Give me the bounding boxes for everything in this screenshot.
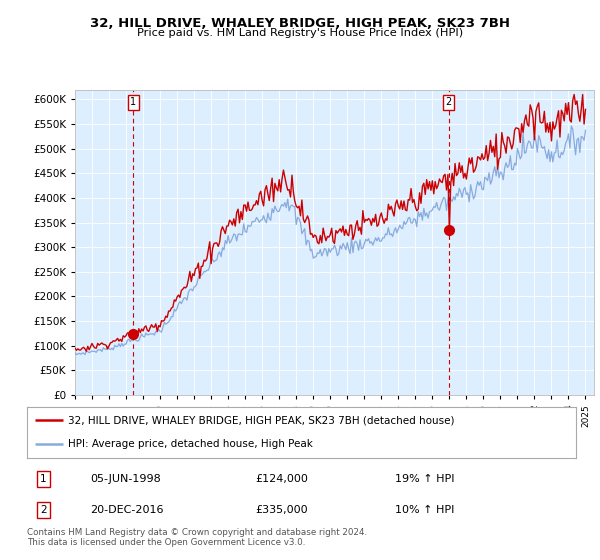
Text: HPI: Average price, detached house, High Peak: HPI: Average price, detached house, High… bbox=[68, 439, 313, 449]
Text: 10% ↑ HPI: 10% ↑ HPI bbox=[395, 505, 454, 515]
Text: £335,000: £335,000 bbox=[255, 505, 307, 515]
Text: £124,000: £124,000 bbox=[255, 474, 308, 484]
Text: 32, HILL DRIVE, WHALEY BRIDGE, HIGH PEAK, SK23 7BH (detached house): 32, HILL DRIVE, WHALEY BRIDGE, HIGH PEAK… bbox=[68, 416, 455, 426]
Text: 05-JUN-1998: 05-JUN-1998 bbox=[90, 474, 161, 484]
Text: Price paid vs. HM Land Registry's House Price Index (HPI): Price paid vs. HM Land Registry's House … bbox=[137, 28, 463, 38]
Text: 20-DEC-2016: 20-DEC-2016 bbox=[90, 505, 164, 515]
Text: 32, HILL DRIVE, WHALEY BRIDGE, HIGH PEAK, SK23 7BH: 32, HILL DRIVE, WHALEY BRIDGE, HIGH PEAK… bbox=[90, 17, 510, 30]
Text: 1: 1 bbox=[130, 97, 136, 107]
Text: 2: 2 bbox=[40, 505, 47, 515]
Text: 1: 1 bbox=[40, 474, 47, 484]
Text: 19% ↑ HPI: 19% ↑ HPI bbox=[395, 474, 454, 484]
Text: Contains HM Land Registry data © Crown copyright and database right 2024.
This d: Contains HM Land Registry data © Crown c… bbox=[27, 528, 367, 547]
Text: 2: 2 bbox=[446, 97, 452, 107]
